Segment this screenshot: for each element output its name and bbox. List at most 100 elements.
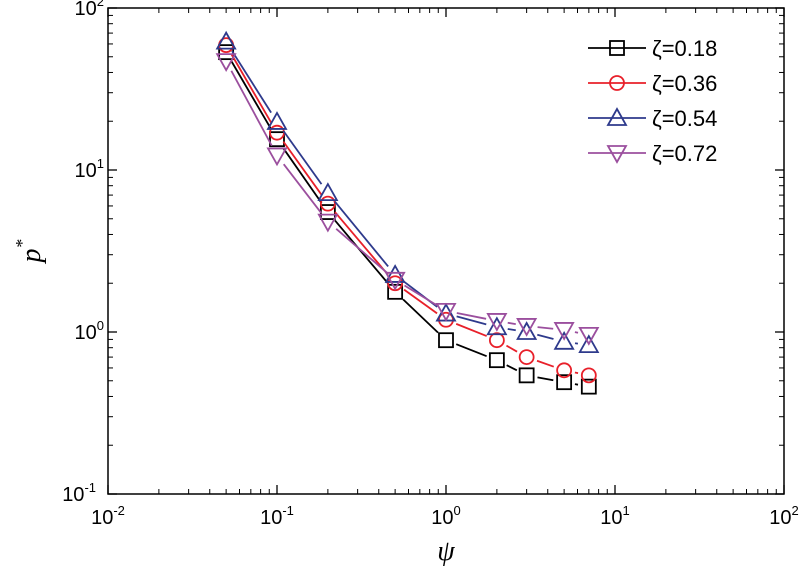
data-point (319, 204, 336, 220)
y-axis-label-base: p (16, 249, 47, 265)
y-tick-label: 101 (75, 156, 104, 182)
x-tick-exp: -1 (282, 503, 294, 518)
x-tick-exp: 0 (454, 503, 461, 518)
data-point (578, 326, 600, 346)
legend-label: ζ=0.72 (652, 141, 717, 166)
data-point (215, 30, 237, 50)
series-line-segment (455, 343, 487, 357)
y-tick-exp: 2 (97, 0, 104, 9)
legend: ζ=0.18 ζ=0.36 ζ=0.54 ζ=0.72 (588, 36, 717, 166)
x-tick-base: 10 (431, 507, 453, 529)
x-tick-exp: -2 (113, 503, 125, 518)
data-point (317, 182, 339, 202)
series-line-segment (282, 130, 323, 185)
series-line-segment (334, 201, 389, 268)
data-point (518, 349, 535, 365)
series-line-segment (335, 228, 388, 274)
x-tick-exp: 2 (792, 503, 799, 518)
series-line-segment (537, 326, 554, 330)
series-line-segment (456, 315, 487, 326)
series-line-segment (402, 298, 439, 334)
data-point (384, 271, 406, 291)
series-line-segment (506, 364, 518, 372)
series-line-segment (230, 61, 273, 131)
x-tick-base: 10 (600, 507, 622, 529)
y-tick-exp: -1 (84, 480, 96, 495)
series-line-segment (334, 219, 389, 284)
data-point (319, 195, 336, 212)
data-point (438, 332, 454, 349)
y-tick-base: 10 (75, 322, 97, 344)
data-point (435, 302, 457, 322)
data-point (269, 131, 285, 148)
data-point (518, 367, 535, 384)
legend-marker (606, 145, 628, 164)
series-line-segment (507, 328, 516, 332)
y-tick-base: 10 (75, 0, 97, 20)
data-point (516, 321, 538, 340)
data-point (556, 362, 573, 379)
data-point (384, 264, 406, 283)
x-tick-base: 10 (260, 507, 282, 529)
data-point (556, 374, 573, 391)
series-line-segment (537, 376, 554, 382)
x-tick-exp: 1 (623, 503, 630, 518)
legend-marker (606, 107, 628, 126)
data-point (486, 313, 508, 332)
legend-marker (609, 75, 625, 91)
series-line-segment (282, 147, 323, 204)
data-point (387, 283, 404, 300)
y-tick-label: 10-1 (62, 480, 96, 506)
x-axis-label: ψ (437, 536, 455, 567)
series-line-segment (574, 383, 579, 386)
data-point (516, 318, 538, 337)
series-line-segment (231, 50, 272, 114)
legend-entry: ζ=0.36 (588, 71, 717, 96)
y-tick-label: 102 (75, 0, 104, 20)
legend-entry: ζ=0.18 (588, 36, 717, 61)
data-point (488, 352, 505, 369)
series-line-segment (334, 211, 389, 276)
series-line-segment (230, 54, 273, 124)
legend-entry: ζ=0.54 (588, 106, 717, 131)
legend-entry: ζ=0.72 (588, 141, 717, 166)
series-line-segment (230, 70, 273, 147)
series-line-segment (574, 371, 579, 375)
y-tick-exp: 0 (97, 318, 104, 333)
data-point (553, 322, 575, 341)
series-line-segment (403, 288, 438, 315)
y-tick-base: 10 (62, 484, 84, 506)
x-tick-base: 10 (769, 507, 791, 529)
data-point (215, 53, 237, 72)
series-line-segment (282, 141, 323, 196)
legend-label: ζ=0.54 (652, 106, 717, 131)
data-point (266, 147, 288, 167)
x-tick-label: 100 (431, 503, 460, 529)
y-axis-label: p* (12, 240, 47, 265)
data-point (488, 332, 505, 349)
series-ζ=0.36 (218, 37, 597, 384)
series-line-segment (505, 344, 518, 353)
series-line-segment (536, 359, 555, 368)
x-tick-label: 102 (769, 503, 798, 529)
x-tick-label: 10-2 (91, 503, 125, 529)
data-point (578, 334, 600, 354)
x-tick-label: 10-1 (260, 503, 294, 529)
x-tick-base: 10 (91, 507, 113, 529)
series-line-segment (574, 331, 579, 334)
data-point (486, 316, 508, 336)
series-ζ=0.72 (215, 53, 600, 346)
data-point (580, 367, 597, 384)
legend-label: ζ=0.36 (652, 71, 717, 96)
series-line-segment (537, 333, 554, 340)
y-tick-exp: 1 (97, 156, 104, 171)
data-point (317, 213, 339, 233)
legend-label: ζ=0.18 (652, 36, 717, 61)
data-point (553, 330, 575, 350)
series-line-segment (455, 323, 488, 337)
series-ζ=0.18 (218, 44, 597, 395)
y-axis-label-sup: * (12, 240, 32, 249)
data-point (266, 111, 288, 130)
y-tick-label: 100 (75, 318, 104, 344)
